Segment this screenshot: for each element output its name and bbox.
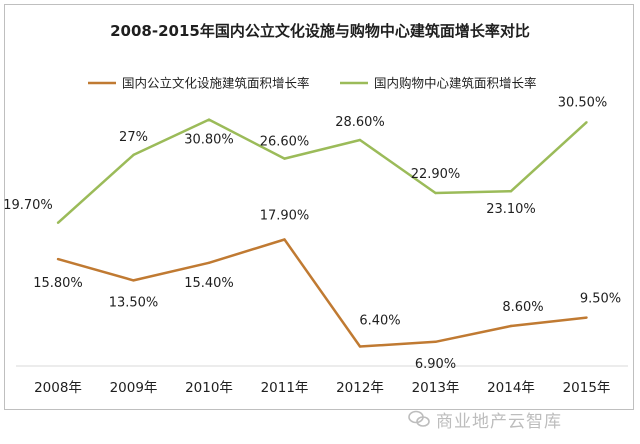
legend-entry: 国内购物中心建筑面积增长率: [374, 76, 537, 91]
watermark-text: 商业地产云智库: [436, 411, 562, 432]
data-label: 27%: [119, 130, 148, 145]
data-point: [434, 191, 437, 195]
chart-title: 2008-2015年国内公立文化设施与购物中心建筑面增长率对比: [110, 22, 530, 40]
data-label: 30.50%: [558, 95, 608, 110]
data-point: [207, 261, 211, 264]
data-point: [585, 316, 588, 319]
x-tick-label: 2013年: [412, 380, 460, 396]
data-label: 28.60%: [335, 115, 385, 130]
data-label: 13.50%: [109, 295, 159, 310]
series-line: [57, 118, 588, 224]
data-point: [56, 257, 60, 261]
data-label: 30.80%: [184, 133, 234, 148]
data-label: 19.70%: [3, 198, 53, 213]
data-point: [283, 157, 286, 160]
data-point: [509, 190, 513, 193]
data-point: [132, 153, 135, 157]
data-label: 26.60%: [260, 135, 310, 150]
x-tick-label: 2011年: [261, 380, 309, 396]
data-point: [207, 118, 211, 121]
data-label: 23.10%: [486, 202, 536, 217]
wechat-icon: [408, 410, 430, 427]
x-tick-label: 2015年: [563, 380, 611, 396]
data-point: [358, 345, 362, 348]
x-tick-label: 2010年: [185, 380, 233, 396]
x-tick-label: 2009年: [110, 380, 158, 396]
data-label: 6.40%: [359, 313, 400, 328]
data-label: 15.40%: [184, 276, 234, 291]
data-point: [358, 138, 362, 142]
data-point: [434, 340, 437, 343]
x-tick-label: 2008年: [34, 380, 82, 396]
x-axis: 2008年 2009年 2010年 2011年 2012年 2013年 2014年 2015年: [16, 365, 628, 396]
x-tick-label: 2014年: [487, 380, 535, 396]
x-tick-label: 2012年: [336, 380, 384, 396]
data-point: [56, 221, 60, 224]
data-label: 22.90%: [411, 167, 461, 182]
plot-area: 15.80% 13.50% 15.40% 17.90% 6.40% 6.90% 8.60% 9…: [3, 95, 621, 371]
data-point: [585, 121, 588, 124]
data-label: 6.90%: [415, 357, 456, 372]
data-point: [283, 238, 286, 241]
data-label: 15.80%: [33, 276, 83, 291]
data-point: [509, 324, 513, 328]
data-label: 9.50%: [580, 292, 621, 307]
data-point: [132, 279, 135, 282]
data-label: 8.60%: [502, 300, 543, 315]
legend: 国内公立文化设施建筑面积增长率 国内购物中心建筑面积增长率: [88, 76, 537, 91]
chart-frame: [4, 4, 634, 410]
series-line: [57, 238, 587, 348]
legend-entry: 国内公立文化设施建筑面积增长率: [122, 76, 310, 91]
data-label: 17.90%: [260, 209, 310, 224]
watermark: 商业地产云智库: [408, 404, 562, 434]
